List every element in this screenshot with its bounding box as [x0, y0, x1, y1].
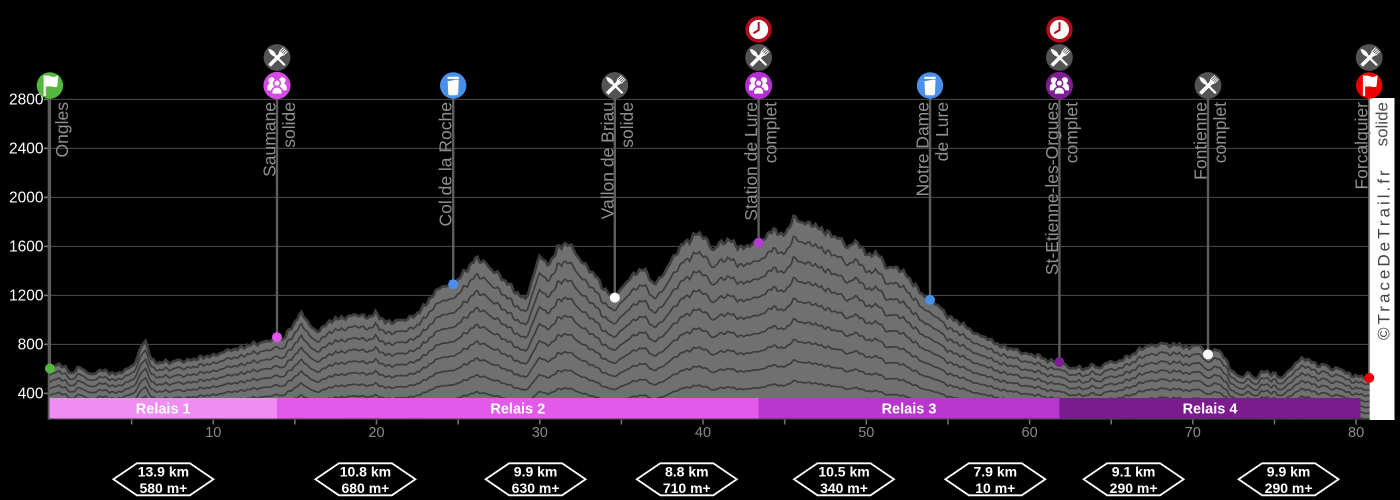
svg-text:Ongles: Ongles — [52, 102, 72, 158]
svg-text:630 m+: 630 m+ — [512, 480, 560, 496]
svg-text:400: 400 — [18, 386, 44, 403]
svg-text:800: 800 — [18, 337, 44, 354]
svg-text:Relais 3: Relais 3 — [882, 402, 937, 418]
svg-text:9.1 km: 9.1 km — [1112, 464, 1156, 480]
svg-text:9.9 km: 9.9 km — [514, 464, 558, 480]
svg-text:20: 20 — [368, 425, 384, 441]
svg-text:Forcalquier: Forcalquier — [1352, 102, 1372, 190]
svg-text:1600: 1600 — [9, 239, 44, 256]
svg-text:30: 30 — [532, 425, 548, 441]
svg-text:290 m+: 290 m+ — [1110, 480, 1158, 496]
svg-text:Saumane: Saumane — [260, 102, 280, 177]
svg-text:290 m+: 290 m+ — [1265, 480, 1313, 496]
svg-text:Relais 4: Relais 4 — [1183, 402, 1238, 418]
svg-text:complet: complet — [1061, 102, 1081, 163]
svg-text:Col de la Roche: Col de la Roche — [436, 102, 456, 227]
svg-text:Notre Dame: Notre Dame — [913, 102, 933, 196]
svg-text:340 m+: 340 m+ — [820, 480, 868, 496]
svg-text:Relais 2: Relais 2 — [490, 402, 545, 418]
svg-text:580 m+: 580 m+ — [139, 480, 187, 496]
svg-text:de Lure: de Lure — [932, 102, 952, 161]
svg-text:710 m+: 710 m+ — [663, 480, 711, 496]
svg-text:complet: complet — [761, 102, 781, 163]
svg-text:10: 10 — [205, 425, 221, 441]
svg-text:8.8 km: 8.8 km — [665, 464, 709, 480]
svg-text:solide: solide — [1373, 102, 1392, 146]
svg-text:50: 50 — [858, 425, 874, 441]
svg-text:2400: 2400 — [9, 141, 44, 158]
svg-text:1200: 1200 — [9, 288, 44, 305]
svg-text:©TraceDeTrail.fr: ©TraceDeTrail.fr — [1375, 167, 1394, 340]
svg-text:Vallon de Briau: Vallon de Briau — [597, 102, 617, 219]
svg-text:solide: solide — [617, 102, 637, 148]
svg-text:Fontienne: Fontienne — [1191, 102, 1211, 180]
svg-text:solide: solide — [279, 102, 299, 148]
svg-text:7.9 km: 7.9 km — [974, 464, 1018, 480]
svg-text:70: 70 — [1185, 425, 1201, 441]
svg-text:40: 40 — [695, 425, 711, 441]
svg-text:Station de Lure: Station de Lure — [741, 102, 761, 221]
svg-text:2000: 2000 — [9, 190, 44, 207]
svg-text:13.9 km: 13.9 km — [138, 464, 189, 480]
svg-text:Relais 1: Relais 1 — [136, 402, 191, 418]
svg-text:St-Etienne-les-Orgues: St-Etienne-les-Orgues — [1042, 102, 1062, 275]
svg-text:9.9 km: 9.9 km — [1267, 464, 1311, 480]
svg-text:complet: complet — [1210, 102, 1230, 163]
svg-text:10 m+: 10 m+ — [975, 480, 1015, 496]
svg-text:60: 60 — [1022, 425, 1038, 441]
svg-text:10.5 km: 10.5 km — [818, 464, 869, 480]
svg-text:2800: 2800 — [9, 92, 44, 109]
svg-text:10.8 km: 10.8 km — [340, 464, 391, 480]
svg-text:680 m+: 680 m+ — [341, 480, 389, 496]
svg-text:80: 80 — [1348, 425, 1364, 441]
